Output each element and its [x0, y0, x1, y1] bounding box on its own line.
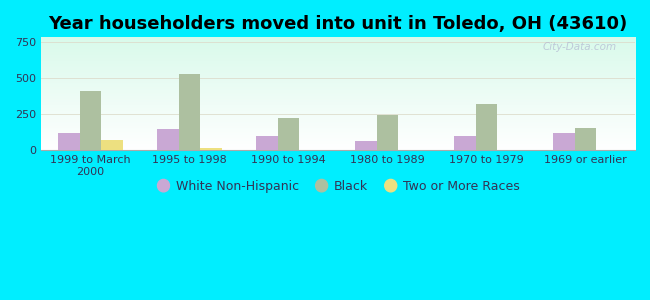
Text: City-Data.com: City-Data.com — [543, 42, 618, 52]
Bar — [553, 133, 575, 150]
Bar — [58, 133, 79, 150]
Bar — [256, 136, 278, 150]
Bar — [376, 115, 398, 150]
Bar — [355, 141, 376, 150]
Bar — [157, 129, 179, 150]
Title: Year householders moved into unit in Toledo, OH (43610): Year householders moved into unit in Tol… — [48, 15, 628, 33]
Bar — [278, 118, 300, 150]
Bar — [200, 148, 222, 150]
Bar — [476, 104, 497, 150]
Legend: White Non-Hispanic, Black, Two or More Races: White Non-Hispanic, Black, Two or More R… — [151, 176, 525, 198]
Bar — [454, 136, 476, 150]
Bar — [575, 128, 597, 150]
Bar — [101, 140, 123, 150]
Bar — [79, 91, 101, 150]
Bar — [179, 74, 200, 150]
